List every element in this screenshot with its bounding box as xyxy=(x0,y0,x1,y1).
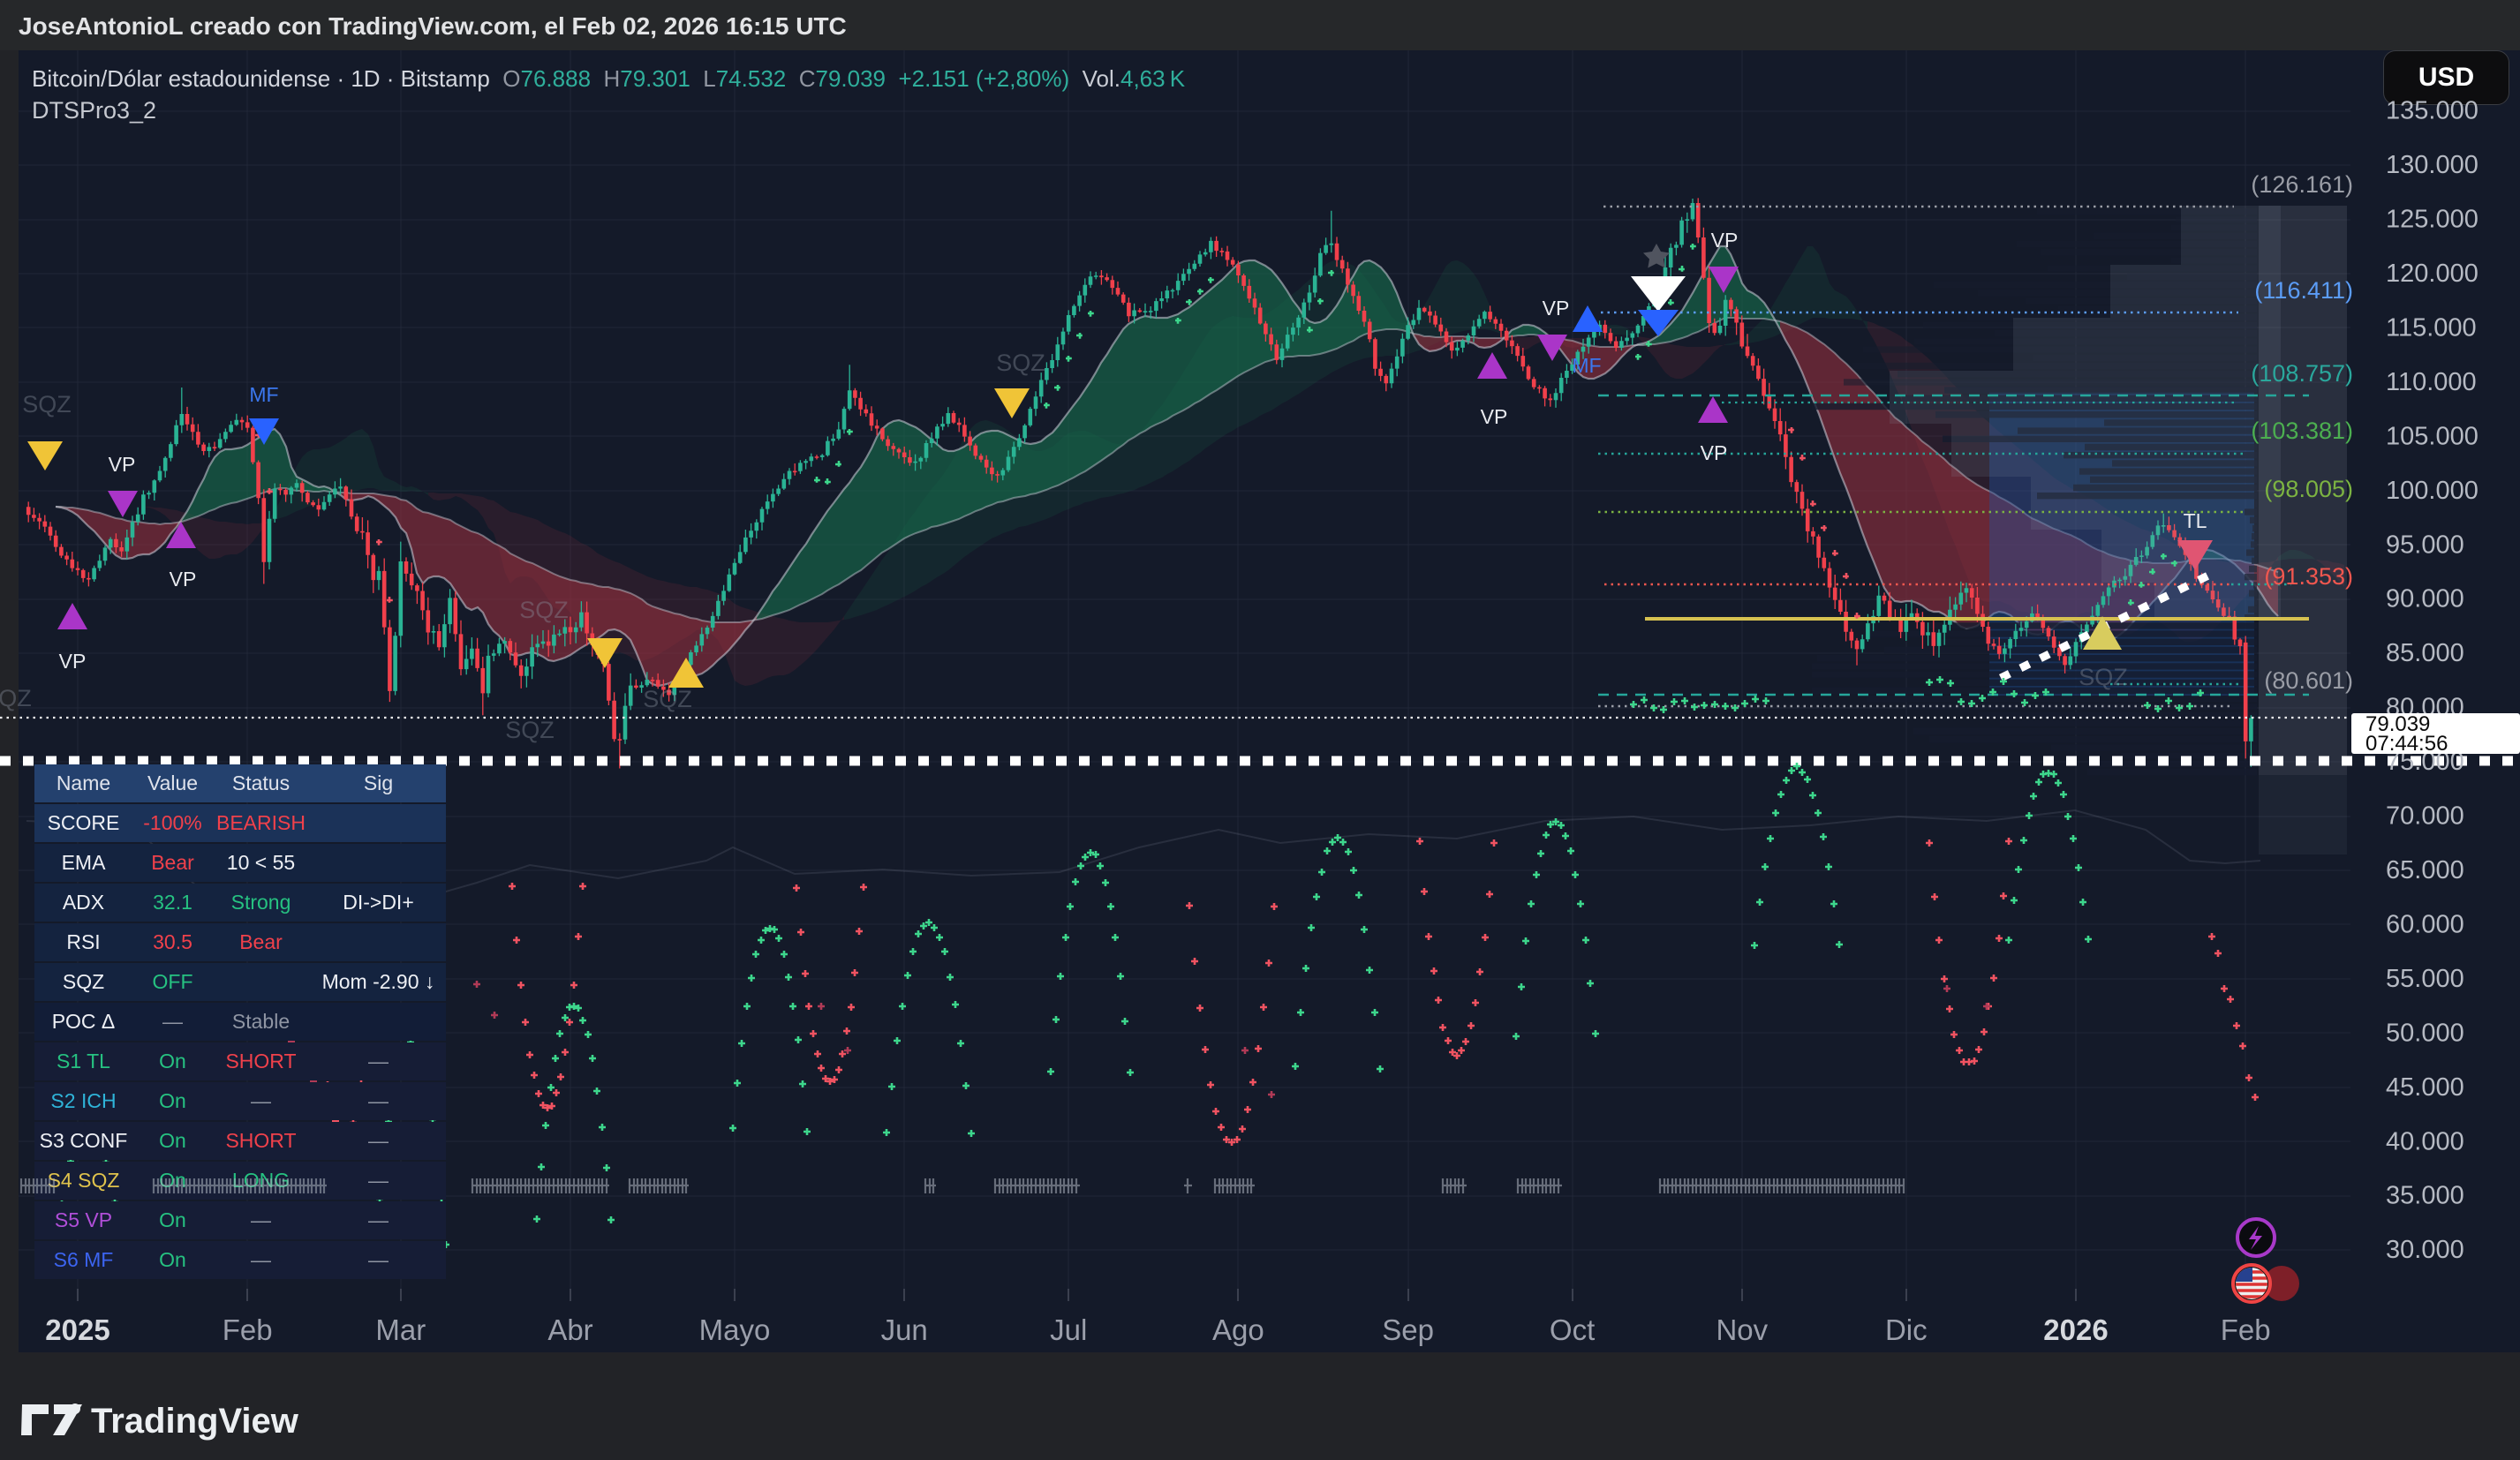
svg-text:35.000: 35.000 xyxy=(2386,1182,2464,1210)
svg-text:SQZ: SQZ xyxy=(22,391,72,418)
svg-text:MF: MF xyxy=(249,383,278,406)
svg-text:60.000: 60.000 xyxy=(2386,910,2464,938)
svg-text:(98.005): (98.005) xyxy=(2264,476,2353,502)
svg-text:50.000: 50.000 xyxy=(2386,1019,2464,1047)
svg-text:40.000: 40.000 xyxy=(2386,1127,2464,1155)
svg-text:Oct: Oct xyxy=(1550,1313,1595,1346)
svg-text:Mar: Mar xyxy=(375,1313,426,1346)
svg-text:Sep: Sep xyxy=(1382,1313,1434,1346)
svg-text:SQZ: SQZ xyxy=(0,685,32,711)
svg-text:45.000: 45.000 xyxy=(2386,1073,2464,1102)
svg-text:70.000: 70.000 xyxy=(2386,802,2464,831)
svg-text:SQZ: SQZ xyxy=(996,350,1045,376)
svg-text:Feb: Feb xyxy=(223,1313,273,1346)
svg-text:(91.353): (91.353) xyxy=(2264,563,2353,590)
svg-text:TL: TL xyxy=(2184,509,2207,532)
svg-text:SQZ: SQZ xyxy=(643,686,692,712)
svg-text:120.000: 120.000 xyxy=(2386,260,2479,288)
svg-text:SQZ: SQZ xyxy=(505,717,555,743)
svg-text:90.000: 90.000 xyxy=(2386,585,2464,613)
svg-text:Jul: Jul xyxy=(1050,1313,1087,1346)
svg-text:VP: VP xyxy=(1481,405,1508,428)
svg-text:85.000: 85.000 xyxy=(2386,639,2464,667)
svg-text:Dic: Dic xyxy=(1885,1313,1928,1346)
svg-text:100.000: 100.000 xyxy=(2386,477,2479,505)
svg-text:130.000: 130.000 xyxy=(2386,151,2479,179)
svg-text:135.000: 135.000 xyxy=(2386,97,2479,125)
svg-text:125.000: 125.000 xyxy=(2386,206,2479,234)
svg-text:(116.411): (116.411) xyxy=(2254,277,2353,304)
svg-text:2025: 2025 xyxy=(45,1313,109,1346)
svg-text:65.000: 65.000 xyxy=(2386,856,2464,884)
svg-text:SQZ: SQZ xyxy=(2079,664,2128,690)
svg-text:Nov: Nov xyxy=(1716,1313,1768,1346)
svg-text:(108.757): (108.757) xyxy=(2251,360,2353,387)
svg-text:VP: VP xyxy=(170,568,197,591)
svg-text:MF: MF xyxy=(1572,354,1601,377)
svg-text:2026: 2026 xyxy=(2043,1313,2108,1346)
svg-text:95.000: 95.000 xyxy=(2386,531,2464,559)
svg-text:105.000: 105.000 xyxy=(2386,422,2479,450)
svg-text:VP: VP xyxy=(59,650,87,673)
svg-text:(126.161): (126.161) xyxy=(2251,171,2353,198)
svg-text:Ago: Ago xyxy=(1212,1313,1264,1346)
svg-text:VP: VP xyxy=(1543,297,1570,320)
svg-text:TradingView: TradingView xyxy=(91,1402,299,1441)
svg-text:VP: VP xyxy=(1711,229,1739,252)
svg-text:110.000: 110.000 xyxy=(2386,368,2477,396)
svg-text:(80.601): (80.601) xyxy=(2264,667,2353,694)
svg-text:Feb: Feb xyxy=(2221,1313,2271,1346)
svg-text:VP: VP xyxy=(1701,441,1728,464)
svg-text:(103.381): (103.381) xyxy=(2251,418,2353,444)
svg-text:Mayo: Mayo xyxy=(699,1313,771,1346)
svg-text:VP: VP xyxy=(109,453,136,476)
svg-text:Jun: Jun xyxy=(881,1313,928,1346)
svg-text:Abr: Abr xyxy=(547,1313,592,1346)
svg-text:SQZ: SQZ xyxy=(519,597,569,623)
svg-text:55.000: 55.000 xyxy=(2386,965,2464,993)
svg-text:30.000: 30.000 xyxy=(2386,1236,2464,1264)
svg-text:115.000: 115.000 xyxy=(2386,313,2477,342)
